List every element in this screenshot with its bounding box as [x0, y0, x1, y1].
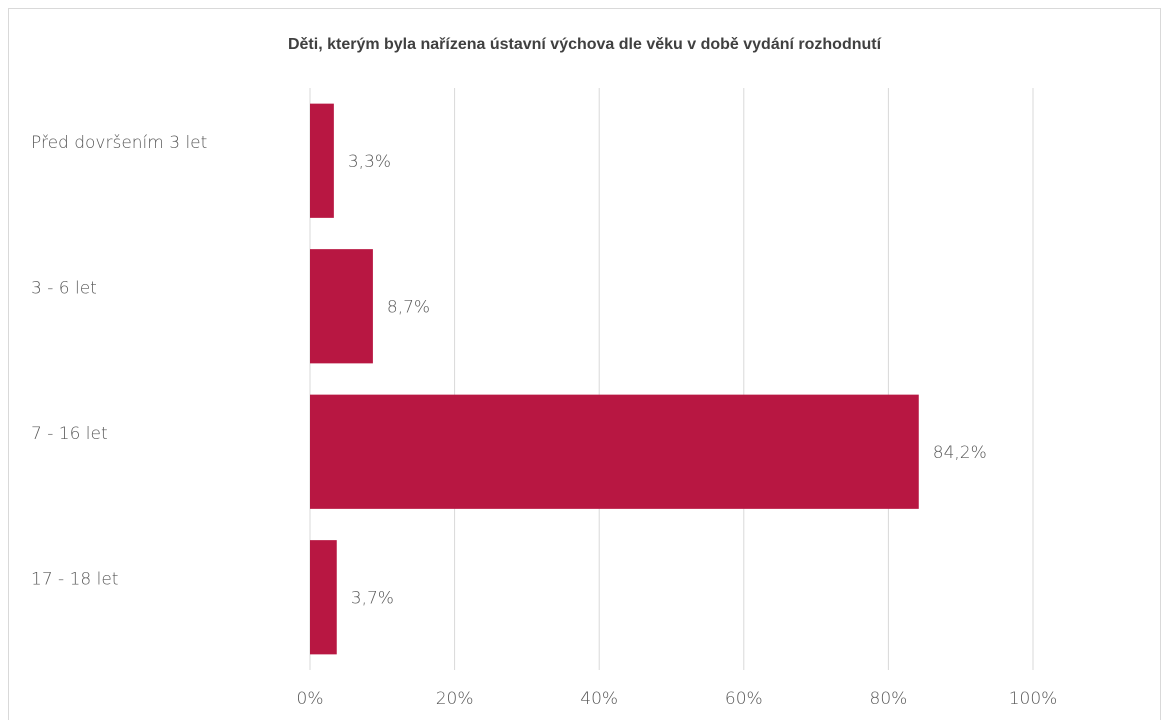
- value-label-2: 84,2%: [933, 443, 987, 463]
- grid-lines: [309, 88, 1034, 670]
- bar-1: [310, 249, 373, 364]
- category-label-2: 7 - 16 let: [31, 424, 108, 444]
- labels: 0% 20% 40% 60% 80% 100% 3,3% Před dovršením 3 l…: [31, 133, 1057, 709]
- bars: [310, 103, 919, 655]
- x-tick-label-20: 20%: [436, 689, 474, 709]
- value-label-3: 3,7%: [351, 588, 394, 608]
- value-label-1: 8,7%: [387, 297, 430, 317]
- x-tick-label-0: 0%: [297, 689, 324, 709]
- category-label-1: 3 - 6 let: [31, 278, 97, 298]
- x-tick-label-80: 80%: [870, 689, 908, 709]
- x-tick-label-100: 100%: [1009, 689, 1058, 709]
- bar-0: [310, 103, 334, 218]
- chart-frame: [8, 8, 1161, 720]
- value-label-0: 3,3%: [348, 152, 391, 172]
- bar-2: [310, 394, 919, 509]
- x-tick-label-40: 40%: [580, 689, 618, 709]
- x-tick-label-60: 60%: [725, 689, 763, 709]
- bar-3: [310, 540, 337, 655]
- category-label-3: 17 - 18 let: [31, 569, 118, 589]
- chart-title: Děti, kterým byla nařízena ústavní výcho…: [287, 36, 882, 53]
- category-label-0: Před dovršením 3 let: [31, 133, 207, 153]
